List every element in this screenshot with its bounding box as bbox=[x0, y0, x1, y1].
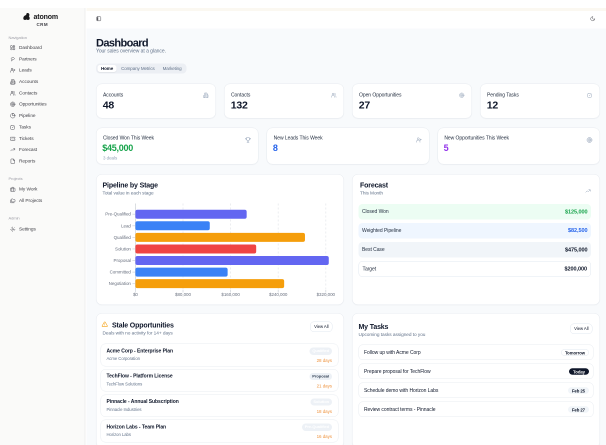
svg-text:$240,000: $240,000 bbox=[269, 292, 288, 297]
svg-text:Lead: Lead bbox=[121, 223, 131, 228]
svg-text:Qualified: Qualified bbox=[114, 235, 132, 240]
svg-text:Proposal: Proposal bbox=[114, 258, 131, 263]
svg-text:$80,000: $80,000 bbox=[175, 292, 191, 297]
svg-text:$0: $0 bbox=[133, 292, 138, 297]
svg-text:$320,000: $320,000 bbox=[317, 292, 336, 297]
svg-text:$160,000: $160,000 bbox=[221, 292, 240, 297]
svg-text:Pre-Qualified: Pre-Qualified bbox=[105, 212, 131, 217]
svg-text:Negotiation: Negotiation bbox=[109, 281, 132, 286]
svg-text:Solution: Solution bbox=[115, 246, 131, 251]
svg-text:Committed: Committed bbox=[110, 270, 132, 275]
